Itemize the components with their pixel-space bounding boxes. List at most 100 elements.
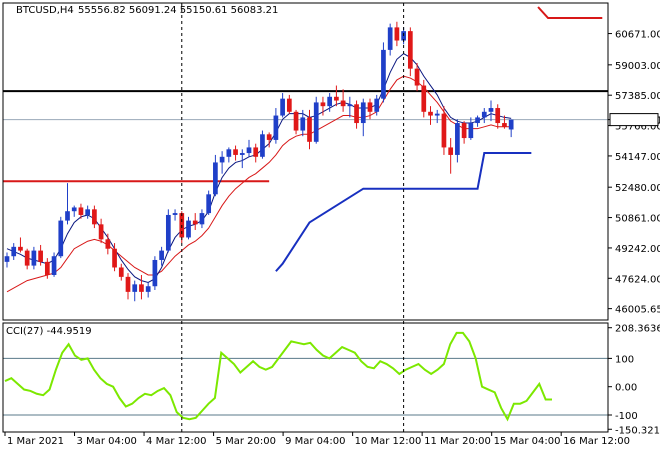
price-tick-label: 50861.00: [615, 214, 660, 225]
candle-body: [367, 102, 373, 112]
candle-body: [448, 147, 454, 155]
candle: [105, 233, 111, 255]
cci-tick-label: 100: [615, 354, 634, 365]
candle: [461, 121, 467, 144]
candle-body: [125, 276, 131, 292]
candle-body: [219, 156, 225, 163]
candle: [226, 147, 232, 163]
candle-body: [18, 246, 23, 251]
time-tick-label: 4 Mar 12:00: [146, 436, 206, 447]
candle: [219, 151, 225, 174]
ma-slow-line: [6, 75, 512, 293]
candle-body: [320, 102, 326, 107]
candle: [65, 183, 70, 225]
candle-body: [475, 117, 480, 124]
candle: [286, 94, 292, 114]
ohlc-readout: 55556.82 56091.24 55150.61 56083.21: [78, 5, 278, 16]
cci-panel: [3, 331, 608, 422]
candle: [233, 145, 238, 161]
candle: [334, 85, 339, 107]
candle: [98, 218, 104, 244]
candle-body: [139, 284, 144, 292]
candle-body: [51, 256, 57, 275]
cci-line: [4, 331, 552, 422]
candle-body: [145, 286, 151, 292]
candle-body: [71, 207, 77, 212]
candle-body: [488, 108, 494, 112]
candle: [313, 96, 319, 144]
candle-body: [468, 123, 474, 139]
candle: [448, 138, 454, 174]
candle-body: [58, 220, 64, 257]
candle: [475, 115, 480, 127]
cci-tick-label: 0.00: [615, 383, 637, 394]
candle: [125, 273, 131, 300]
candle: [85, 205, 91, 219]
candle-body: [495, 108, 501, 124]
candle-body: [334, 96, 339, 101]
candle-body: [293, 111, 299, 131]
candle-body: [92, 209, 97, 225]
candle: [367, 98, 373, 120]
time-tick-label: 11 Mar 20:00: [424, 436, 491, 447]
candle: [92, 205, 97, 229]
candle: [145, 282, 151, 298]
symbol-label: BTCUSD,H4: [16, 5, 74, 16]
candle: [441, 106, 447, 155]
candle-body: [11, 246, 17, 257]
price-tick-label: 57385.00: [615, 91, 660, 102]
candle-body: [441, 113, 447, 148]
candle: [159, 246, 164, 266]
candle-body: [152, 259, 158, 287]
candle-body: [313, 102, 319, 142]
candle: [502, 115, 507, 129]
candle: [139, 274, 144, 300]
candle: [327, 93, 333, 112]
candle: [206, 190, 212, 215]
candle: [253, 143, 259, 163]
candle-body: [85, 209, 91, 215]
candle: [481, 108, 487, 124]
candle-body: [327, 96, 333, 107]
candle-body: [172, 213, 178, 215]
time-tick-label: 5 Mar 20:00: [216, 436, 276, 447]
candle-body: [455, 123, 460, 155]
candle-body: [98, 224, 104, 240]
candle-body: [112, 248, 117, 268]
candle-body: [192, 220, 198, 225]
candle-body: [340, 100, 346, 107]
price-tick-label: 49242.00: [615, 244, 660, 255]
cci-tick-label: -150.3218: [615, 425, 660, 436]
candle-body: [233, 149, 238, 155]
time-tick-label: 1 Mar 2021: [7, 436, 64, 447]
candle-body: [253, 147, 259, 157]
candle-body: [461, 123, 467, 139]
candle: [58, 216, 64, 259]
candle-body: [24, 250, 30, 266]
candle: [186, 216, 191, 240]
candle: [199, 209, 205, 229]
stop-line-up: [275, 152, 532, 272]
candle: [414, 63, 420, 92]
cci-label: CCI(27) -44.9519: [6, 326, 92, 337]
stop-line-top: [537, 6, 603, 20]
candle: [44, 258, 50, 279]
candle: [246, 139, 252, 157]
price-tick-label: 60671.00: [615, 30, 660, 41]
candle-body: [199, 213, 205, 225]
candle: [172, 209, 178, 221]
time-tick-label: 16 Mar 12:00: [563, 436, 630, 447]
candle: [293, 109, 299, 135]
candle-body: [387, 27, 393, 50]
price-tick-label: 55766.00: [615, 122, 660, 133]
candle: [434, 109, 440, 124]
candle-body: [159, 250, 164, 260]
candle-body: [206, 194, 212, 214]
candle-body: [428, 111, 433, 116]
candle: [4, 252, 10, 268]
candle: [300, 109, 306, 137]
candle: [307, 109, 312, 150]
candle: [266, 132, 272, 148]
cci-frame: [2, 322, 609, 433]
